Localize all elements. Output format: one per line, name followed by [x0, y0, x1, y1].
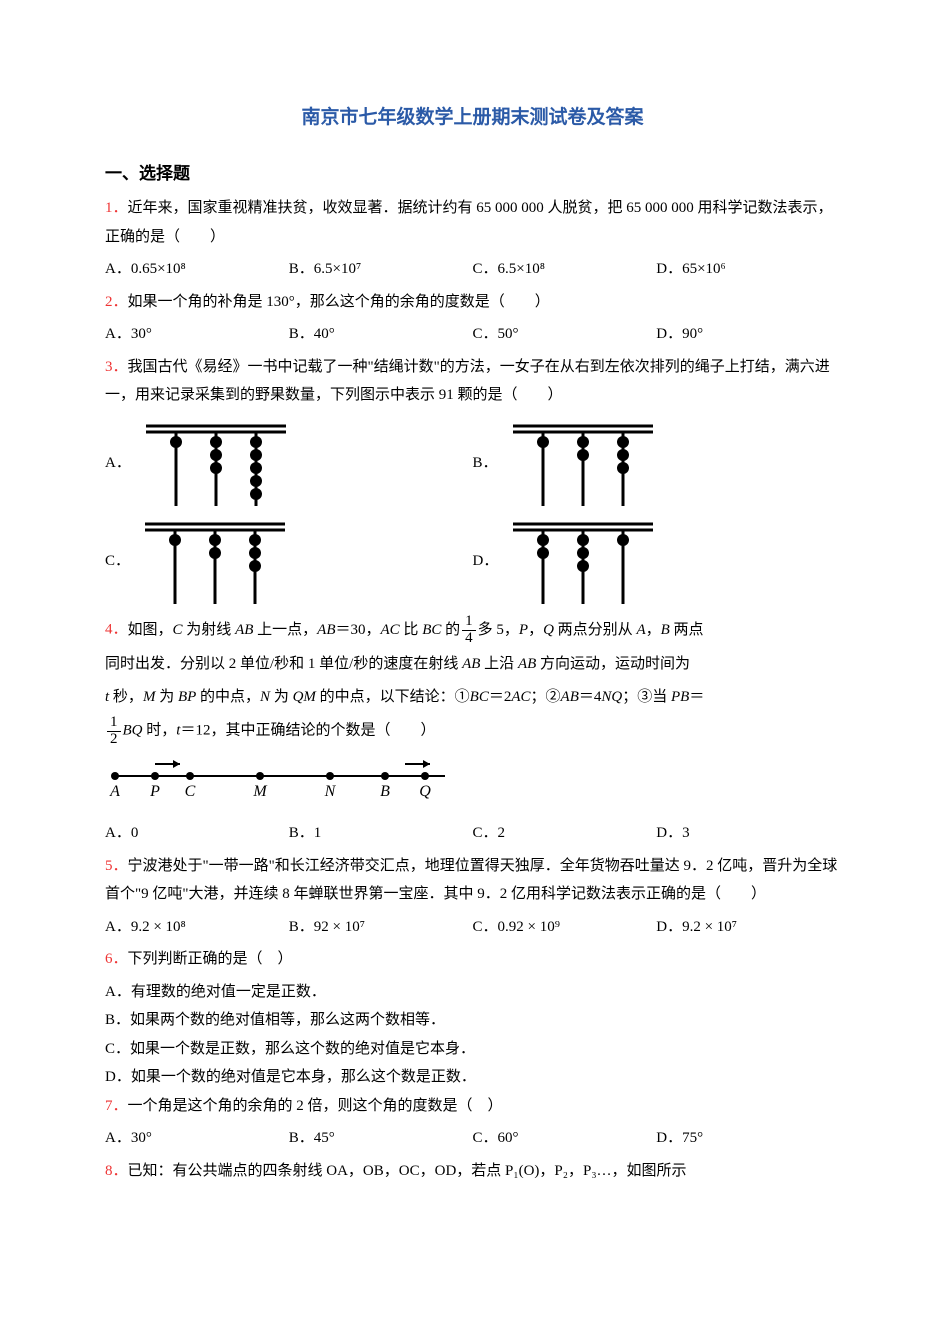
question-number: 2．	[105, 294, 128, 310]
abacus-diagram-b	[508, 418, 658, 508]
question-2: 2．如果一个角的补角是 130°，那么这个角的余角的度数是（ ）	[105, 288, 840, 317]
question-text: 一个角是这个角的余角的 2 倍，则这个角的度数是（ ）	[128, 1098, 503, 1114]
abacus-row-2: C． D．	[105, 516, 840, 606]
question-5: 5．宁波港处于"一带一路"和长江经济带交汇点，地理位置得天独厚．全年货物吞吐量达…	[105, 852, 840, 909]
option-b: B．1	[289, 819, 473, 848]
abacus-diagram-d	[508, 516, 658, 606]
section-heading: 一、选择题	[105, 158, 840, 190]
svg-text:M: M	[252, 783, 268, 800]
svg-text:N: N	[324, 783, 337, 800]
question-text: 宁波港处于"一带一路"和长江经济带交汇点，地理位置得天独厚．全年货物吞吐量达 9…	[105, 858, 837, 903]
svg-text:Q: Q	[419, 783, 431, 800]
question-number: 4．	[105, 622, 128, 638]
option-d: D．9.2 × 10⁷	[656, 913, 840, 942]
question-text: 如果一个角的补角是 130°，那么这个角的余角的度数是（ ）	[128, 294, 550, 310]
question-number: 1．	[105, 200, 128, 216]
option-d: D．65×10⁶	[656, 255, 840, 284]
question-6: 6．下列判断正确的是（ ）	[105, 945, 840, 974]
option-c: C．0.92 × 10⁹	[473, 913, 657, 942]
option-d-label: D．	[473, 547, 499, 576]
options-row: A．30° B．40° C．50° D．90°	[105, 320, 840, 349]
abacus-diagram-c	[140, 516, 290, 606]
option-c: C．如果一个数是正数，那么这个数的绝对值是它本身．	[105, 1035, 840, 1064]
question-1: 1．近年来，国家重视精准扶贫，收效显著．据统计约有 65 000 000 人脱贫…	[105, 194, 840, 251]
option-b: B．45°	[289, 1124, 473, 1153]
q4-text: 如图，C 为射线 AB 上一点，AB＝30，AC 比 BC 的14多 5，P，Q…	[128, 622, 704, 638]
option-c: C．50°	[473, 320, 657, 349]
option-b: B．40°	[289, 320, 473, 349]
options-row: A．9.2 × 10⁸ B．92 × 10⁷ C．0.92 × 10⁹ D．9.…	[105, 913, 840, 942]
option-d: D．如果一个数的绝对值是它本身，那么这个数是正数．	[105, 1063, 840, 1092]
options-row: A．0 B．1 C．2 D．3	[105, 819, 840, 848]
option-a: A．0	[105, 819, 289, 848]
question-number: 5．	[105, 858, 128, 874]
question-text: 近年来，国家重视精准扶贫，收效显著．据统计约有 65 000 000 人脱贫，把…	[105, 200, 833, 245]
svg-text:P: P	[149, 783, 160, 800]
question-text: 我国古代《易经》一书中记载了一种"结绳计数"的方法，一女子在从右到左依次排列的绳…	[105, 359, 830, 404]
abacus-diagram-a	[141, 418, 291, 508]
option-d: D．75°	[656, 1124, 840, 1153]
option-b: B．6.5×10⁷	[289, 255, 473, 284]
option-b: B．如果两个数的绝对值相等，那么这两个数相等．	[105, 1006, 840, 1035]
option-d: D．90°	[656, 320, 840, 349]
question-number: 3．	[105, 359, 128, 375]
option-c: C．2	[473, 819, 657, 848]
option-a: A．0.65×10⁸	[105, 255, 289, 284]
question-4-line4: 12BQ 时，t＝12，其中正确结论的个数是（ ）	[105, 715, 840, 748]
question-4: 4．如图，C 为射线 AB 上一点，AB＝30，AC 比 BC 的14多 5，P…	[105, 614, 840, 647]
option-a: A．9.2 × 10⁸	[105, 913, 289, 942]
option-a: A．30°	[105, 1124, 289, 1153]
option-a: A．30°	[105, 320, 289, 349]
question-8: 8．已知：有公共端点的四条射线 OA，OB，OC，OD，若点 P₁(O)，P₂，…	[105, 1157, 840, 1186]
question-number: 8．	[105, 1163, 128, 1179]
question-7: 7．一个角是这个角的余角的 2 倍，则这个角的度数是（ ）	[105, 1092, 840, 1121]
options-row: A．0.65×10⁸ B．6.5×10⁷ C．6.5×10⁸ D．65×10⁶	[105, 255, 840, 284]
option-d: D．3	[656, 819, 840, 848]
document-title: 南京市七年级数学上册期末测试卷及答案	[105, 100, 840, 136]
option-c: C．60°	[473, 1124, 657, 1153]
option-c-label: C．	[105, 547, 130, 576]
question-4-line2: 同时出发．分别以 2 单位/秒和 1 单位/秒的速度在射线 AB 上沿 AB 方…	[105, 650, 840, 679]
question-number: 6．	[105, 951, 128, 967]
option-c: C．6.5×10⁸	[473, 255, 657, 284]
option-b-label: B．	[473, 449, 498, 478]
svg-text:C: C	[185, 783, 196, 800]
svg-text:B: B	[380, 783, 390, 800]
question-3: 3．我国古代《易经》一书中记载了一种"结绳计数"的方法，一女子在从右到左依次排列…	[105, 353, 840, 410]
question-4-line3: t 秒，M 为 BP 的中点，N 为 QM 的中点，以下结论：①BC＝2AC；②…	[105, 683, 840, 712]
option-b: B．92 × 10⁷	[289, 913, 473, 942]
option-a-label: A．	[105, 449, 131, 478]
question-number: 7．	[105, 1098, 128, 1114]
abacus-row-1: A． B．	[105, 418, 840, 508]
svg-text:A: A	[109, 783, 120, 800]
options-row: A．30° B．45° C．60° D．75°	[105, 1124, 840, 1153]
question-text: 已知：有公共端点的四条射线 OA，OB，OC，OD，若点 P₁(O)，P₂，P₃…	[128, 1163, 687, 1179]
option-a: A．有理数的绝对值一定是正数．	[105, 978, 840, 1007]
question-text: 下列判断正确的是（ ）	[128, 951, 293, 967]
number-line-diagram: APCMNBQ	[105, 758, 465, 803]
